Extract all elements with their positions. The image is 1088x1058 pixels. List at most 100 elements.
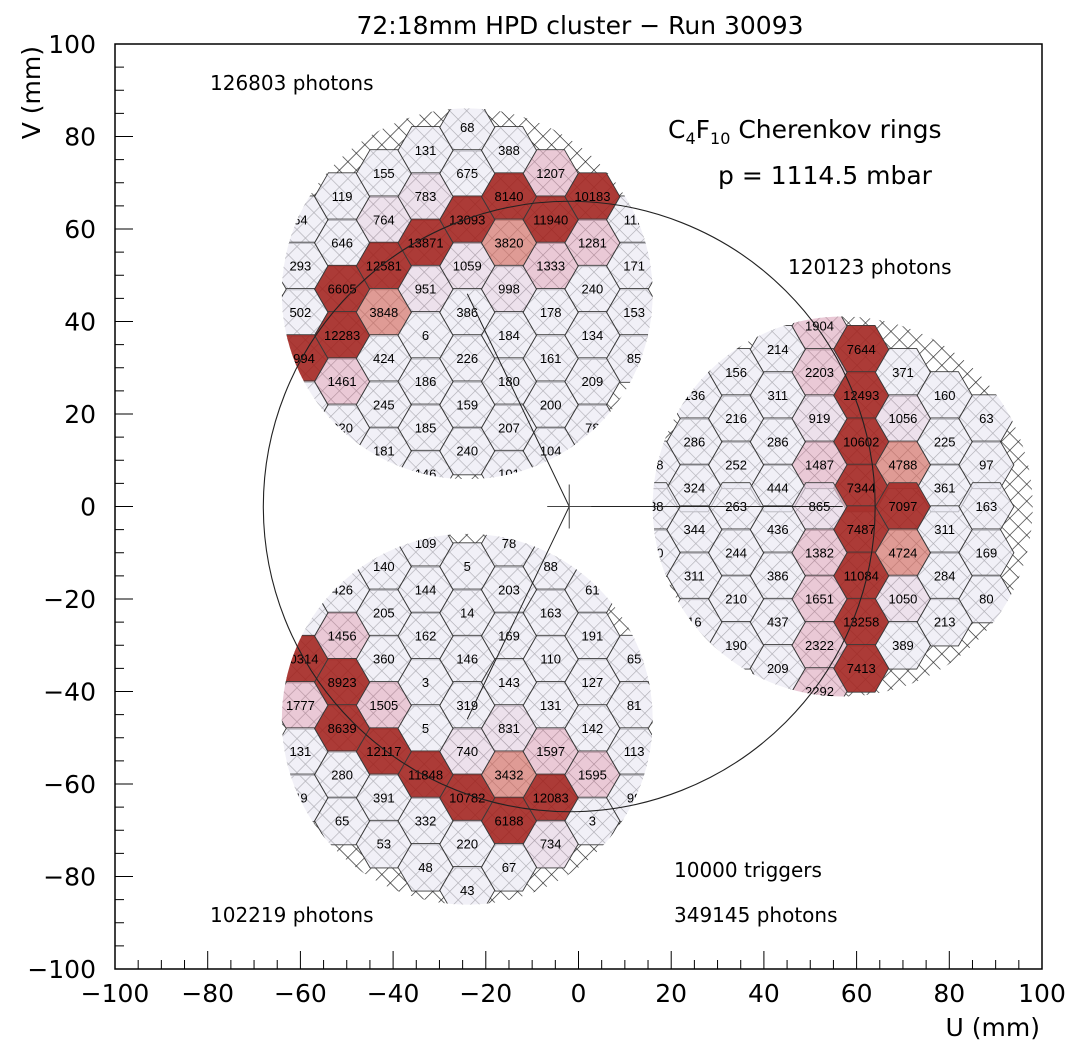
pixel-count-label: 131	[415, 143, 437, 158]
pixel-count-label: 1207	[536, 166, 565, 181]
pixel-count-label: 131	[540, 698, 562, 713]
pixel-count-label: 140	[373, 559, 395, 574]
pixel-count-label: 280	[331, 767, 353, 782]
pixel-count-label: 49	[293, 790, 307, 805]
pixel-count-label: 155	[373, 166, 395, 181]
pixel-count-label: 2203	[805, 365, 834, 380]
pixel-count-label: 43	[460, 883, 474, 898]
pixel-count-label: 213	[934, 615, 956, 630]
pixel-count-label: 675	[456, 166, 478, 181]
pixel-count-label: 16	[687, 615, 701, 630]
y-tick-label: −60	[43, 770, 96, 799]
pixel-count-label: 119	[332, 189, 353, 204]
pixel-count-label: 1595	[578, 767, 607, 782]
pixel-count-label: 67	[502, 860, 516, 875]
pixel-count-label: 4788	[888, 457, 917, 472]
pixel-count-label: 391	[373, 790, 395, 805]
pixel-count-label: 1777	[286, 698, 315, 713]
pixel-count-label: 216	[725, 411, 747, 426]
pixel-count-label: 3	[422, 675, 429, 690]
pixel-count-label: 197	[290, 397, 312, 412]
pixel-count-label: 12117	[366, 744, 401, 759]
pixel-count-label: 13871	[407, 235, 443, 250]
pixel-count-label: 13258	[843, 615, 879, 630]
ring-layer	[262, 200, 876, 813]
pixel-count-label: 1333	[536, 259, 565, 274]
pixel-count-label: 144	[415, 582, 437, 597]
centre-line	[466, 293, 570, 507]
pixel-count-label: 156	[725, 365, 747, 380]
pixel-count-label: 1456	[328, 629, 357, 644]
hpd-2: 109 78 140 5 88 426 144 203 61 31 205 14 163 1456 162 1…	[281, 533, 653, 905]
hpd-pixel	[480, 449, 538, 480]
pixel-count-label: 371	[892, 365, 914, 380]
pixel-count-label: 1651	[805, 592, 834, 607]
pixel-count-label: 159	[456, 397, 478, 412]
pixel-count-label: 97	[979, 457, 993, 472]
pixel-count-label: 104	[540, 444, 562, 459]
pixel-count-label: 85	[627, 351, 641, 366]
pixel-count-label: 220	[331, 420, 353, 435]
pixel-count-label: 101	[498, 467, 520, 482]
pixel-count-label: 181	[373, 444, 395, 459]
y-tick-label: −100	[27, 955, 96, 984]
pixel-count-label: 220	[456, 837, 478, 852]
pixel-count-label: 998	[498, 282, 520, 297]
pixel-count-label: 162	[415, 629, 437, 644]
pixel-count-label: 831	[498, 721, 520, 736]
pixel-count-label: 80	[979, 592, 993, 607]
pixel-count-label: 225	[934, 434, 956, 449]
pixel-count-label: 1281	[578, 235, 607, 250]
pixel-count-label: 65	[335, 814, 349, 829]
pixel-count-label: 178	[540, 305, 562, 320]
pixel-count-label: 110	[540, 652, 561, 667]
pixel-count-label: 78	[502, 536, 516, 551]
pixel-count-label: 12581	[366, 259, 402, 274]
pixel-count-label: 226	[456, 351, 478, 366]
pixel-count-label: 426	[331, 582, 353, 597]
total-photons-annotation: 349145 photons	[674, 903, 838, 927]
pixel-count-label: 6605	[328, 282, 357, 297]
pixel-count-label: 31	[293, 605, 307, 620]
y-tick-label: 20	[64, 400, 96, 429]
pixel-count-label: 161	[540, 351, 562, 366]
pixel-count-label: 324	[684, 481, 706, 496]
hpd-pixel	[355, 819, 412, 869]
radiator-c: C	[668, 115, 685, 144]
pixel-count-label: 109	[415, 536, 437, 551]
pixel-count-label: 5	[422, 721, 429, 736]
pixel-count-label: 1904	[805, 319, 834, 334]
pixel-count-label: 245	[373, 397, 395, 412]
pixel-count-label: 360	[373, 652, 395, 667]
pixel-count-label: 205	[373, 605, 395, 620]
x-tick-label: −100	[81, 979, 150, 1008]
pixel-count-label: 502	[290, 305, 312, 320]
pixel-count-label: 1382	[805, 545, 834, 560]
pixel-count-label: 2322	[805, 638, 834, 653]
pixel-count-label: 240	[582, 282, 604, 297]
pixel-count-label: 209	[767, 661, 789, 676]
y-tick-label: 100	[48, 30, 96, 59]
pixel-count-label: 8923	[328, 675, 357, 690]
pixel-count-label: 63	[979, 411, 993, 426]
pixel-count-label: 134	[582, 328, 604, 343]
y-tick-label: 60	[64, 215, 96, 244]
pixel-count-label: 11940	[533, 212, 568, 227]
pixel-count-label: 146	[456, 652, 478, 667]
x-axis-label: U (mm)	[946, 1013, 1040, 1042]
hpd-top-photons: 126803 photons	[210, 71, 374, 95]
pixel-count-label: 191	[582, 629, 604, 644]
pixel-count-label: 3848	[369, 305, 398, 320]
pixel-count-label: 88	[543, 559, 557, 574]
pixel-count-label: 11084	[844, 568, 879, 583]
pixel-count-label: 1505	[369, 698, 398, 713]
y-tick-label: 40	[64, 308, 96, 337]
pixel-count-label: 286	[684, 434, 706, 449]
radiator-sub-4: 4	[685, 129, 695, 148]
pixel-count-label: 6188	[495, 814, 524, 829]
pixel-count-label: 3820	[495, 235, 524, 250]
x-tick-label: 0	[571, 979, 587, 1008]
pixel-count-label: 207	[498, 420, 520, 435]
